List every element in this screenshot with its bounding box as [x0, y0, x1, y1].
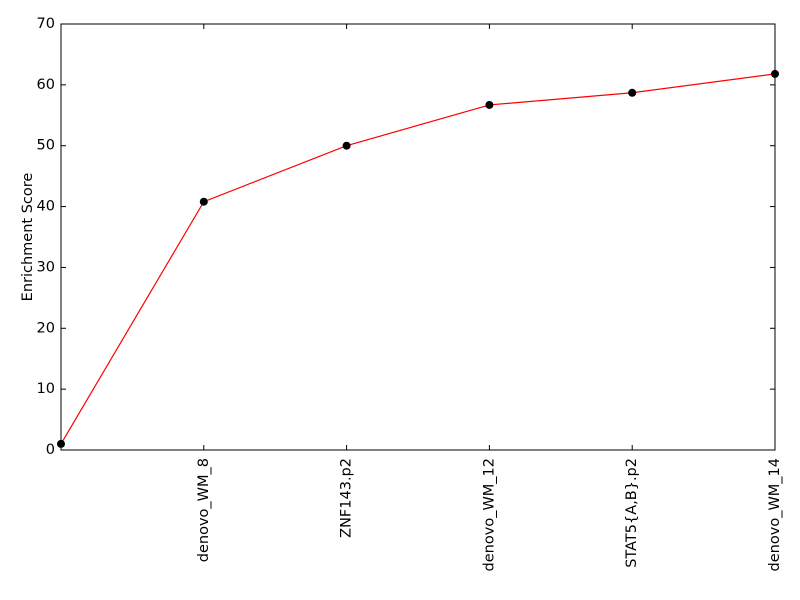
x-tick-label: denovo_WM_14	[767, 458, 783, 571]
x-tick-label: denovo_WM_8	[196, 458, 212, 562]
y-tick-label: 30	[37, 259, 55, 275]
plot-frame	[60, 23, 776, 451]
y-tick-label: 20	[37, 320, 55, 336]
y-axis-label: Enrichment Score	[20, 173, 36, 302]
data-point	[342, 141, 351, 150]
x-tick-label: ZNF143.p2	[339, 458, 355, 538]
y-tick-label: 0	[46, 442, 55, 458]
y-tick-label: 60	[37, 77, 55, 93]
y-tick-label: 10	[37, 381, 55, 397]
data-point	[628, 88, 637, 97]
data-line	[60, 73, 776, 445]
data-point	[485, 100, 494, 109]
y-tick-label: 70	[37, 16, 55, 32]
x-tick-label: denovo_WM_12	[481, 458, 497, 571]
x-tick-label: STAT5{A,B}.p2	[624, 458, 640, 568]
y-tick-label: 50	[37, 138, 55, 154]
y-tick-label: 40	[37, 199, 55, 215]
data-point	[199, 197, 208, 206]
